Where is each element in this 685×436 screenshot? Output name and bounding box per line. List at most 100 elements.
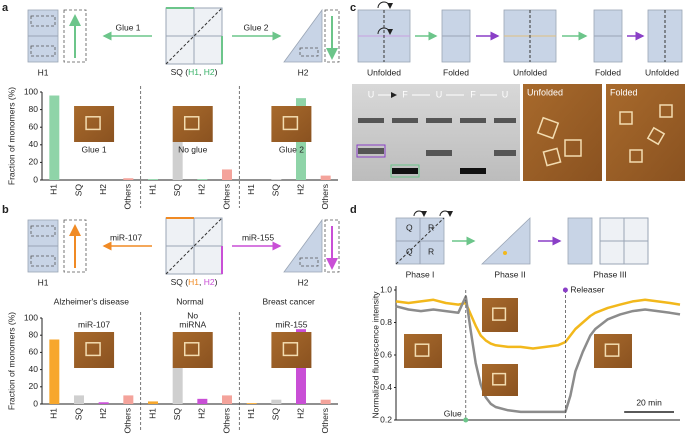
tile-label: R bbox=[428, 222, 434, 232]
afm-inset bbox=[404, 334, 442, 368]
tile-label: SQ (H1, H2) bbox=[171, 67, 218, 77]
y-tick-label: 20 bbox=[29, 157, 39, 167]
text: SQ ( bbox=[171, 67, 189, 77]
diagram-d: Q R Q R Phase I Phase II Phase III bbox=[395, 210, 649, 279]
x-tick-label: H2 bbox=[197, 184, 207, 195]
bar bbox=[246, 403, 257, 404]
x-tick-label: SQ bbox=[73, 408, 83, 421]
inset-label: Glue 1 bbox=[82, 144, 107, 154]
afm-feature bbox=[183, 116, 200, 131]
panel-label: d bbox=[350, 204, 357, 216]
y-tick-label: 100 bbox=[24, 312, 38, 322]
event-marker bbox=[463, 417, 469, 423]
tile-label: H1 bbox=[38, 67, 49, 77]
lane-label: U bbox=[436, 89, 443, 99]
x-tick-label: H2 bbox=[98, 408, 108, 419]
inset-label: miR-107 bbox=[78, 319, 110, 329]
lane-label: U bbox=[368, 89, 375, 99]
x-tick-label: H2 bbox=[295, 408, 305, 419]
x-tick-label: Others bbox=[221, 184, 231, 210]
bar bbox=[123, 395, 134, 404]
tile-label: Q bbox=[406, 246, 413, 256]
phase-label: Phase III bbox=[593, 269, 627, 279]
x-tick-label: H1 bbox=[246, 184, 256, 195]
x-tick-label: H1 bbox=[147, 184, 157, 195]
afm-inset bbox=[271, 106, 312, 142]
diagram-c: Unfolded Folded Unfolded Folded Unfolded… bbox=[352, 1, 685, 181]
arrow-label: Glue 1 bbox=[115, 22, 140, 32]
x-tick-label: H2 bbox=[295, 184, 305, 195]
x-tick-label: H1 bbox=[49, 184, 59, 195]
tile-label: H2 bbox=[298, 277, 309, 287]
bar bbox=[320, 175, 331, 180]
inset-label: miRNA bbox=[179, 319, 206, 329]
bar bbox=[98, 402, 109, 404]
phase-label: Phase I bbox=[406, 269, 435, 279]
state-label: Folded bbox=[443, 67, 469, 77]
panel-label: a bbox=[2, 2, 9, 14]
state-label: Unfolded bbox=[513, 67, 547, 77]
bar bbox=[320, 399, 331, 404]
y-tick-label: 20 bbox=[29, 381, 39, 391]
bar bbox=[148, 401, 158, 404]
text: ) bbox=[215, 277, 218, 287]
bar bbox=[74, 395, 84, 404]
afm-feature bbox=[282, 342, 299, 357]
bar bbox=[148, 179, 158, 180]
y-tick-label: 0.2 bbox=[380, 414, 392, 424]
bar bbox=[49, 339, 60, 404]
afm-inset bbox=[482, 298, 518, 332]
gel-image bbox=[352, 84, 520, 181]
panel-label: b bbox=[2, 204, 9, 216]
line-series bbox=[395, 295, 681, 414]
y-tick-label: 60 bbox=[29, 347, 39, 357]
bar bbox=[123, 178, 134, 180]
arrow-label: Glue 2 bbox=[243, 22, 268, 32]
y-tick-label: 0.4 bbox=[380, 382, 392, 392]
bar bbox=[197, 398, 208, 404]
bar bbox=[222, 395, 232, 404]
lane-label: F bbox=[470, 89, 476, 99]
group-title: Breast cancer bbox=[262, 296, 315, 306]
afm-feature bbox=[492, 372, 507, 386]
y-tick-label: 100 bbox=[24, 86, 38, 96]
text: , bbox=[199, 277, 204, 287]
x-tick-label: H1 bbox=[246, 408, 256, 419]
event-marker bbox=[562, 287, 568, 293]
x-tick-label: Others bbox=[221, 408, 231, 434]
bar bbox=[222, 169, 232, 180]
bar bbox=[172, 107, 183, 180]
afm-label: Folded bbox=[610, 87, 638, 97]
x-tick-label: SQ bbox=[73, 184, 83, 197]
diagram-a: H1 Glue 1 Glue 2 SQ (H1, H2) H2 bbox=[27, 7, 340, 77]
text: , bbox=[199, 67, 204, 77]
afm-feature bbox=[604, 343, 620, 357]
afm-label: Unfolded bbox=[527, 87, 563, 97]
y-tick-label: 0 bbox=[33, 174, 38, 184]
afm-feature bbox=[85, 342, 101, 357]
arrow-label: miR-155 bbox=[242, 232, 274, 242]
x-tick-label: Others bbox=[320, 408, 330, 434]
afm-inset bbox=[271, 332, 312, 368]
panel-label: c bbox=[350, 2, 356, 14]
bar bbox=[49, 95, 60, 180]
y-tick-label: 60 bbox=[29, 121, 39, 131]
inset-label: miR-155 bbox=[275, 319, 307, 329]
afm-inset bbox=[74, 106, 115, 142]
diagram-b: H1 miR-107 miR-155 SQ (H1, H2) H2 bbox=[27, 217, 340, 287]
text: H1 bbox=[188, 67, 199, 77]
arrow-label: miR-107 bbox=[110, 232, 142, 242]
x-tick-label: SQ bbox=[172, 184, 182, 197]
x-tick-label: H1 bbox=[49, 408, 59, 419]
y-axis-title: Fraction of monomers (%) bbox=[6, 312, 16, 410]
y-tick-label: 40 bbox=[29, 364, 39, 374]
y-axis-title: Fraction of monomers (%) bbox=[6, 87, 16, 185]
x-tick-label: SQ bbox=[172, 408, 182, 421]
y-axis-title: Normalized fluorescence intensity bbox=[370, 291, 380, 419]
state-label: Unfolded bbox=[367, 67, 401, 77]
scale-label: 20 min bbox=[636, 397, 662, 407]
afm-feature bbox=[414, 343, 430, 357]
afm-image bbox=[523, 84, 602, 181]
line-series bbox=[395, 298, 681, 350]
